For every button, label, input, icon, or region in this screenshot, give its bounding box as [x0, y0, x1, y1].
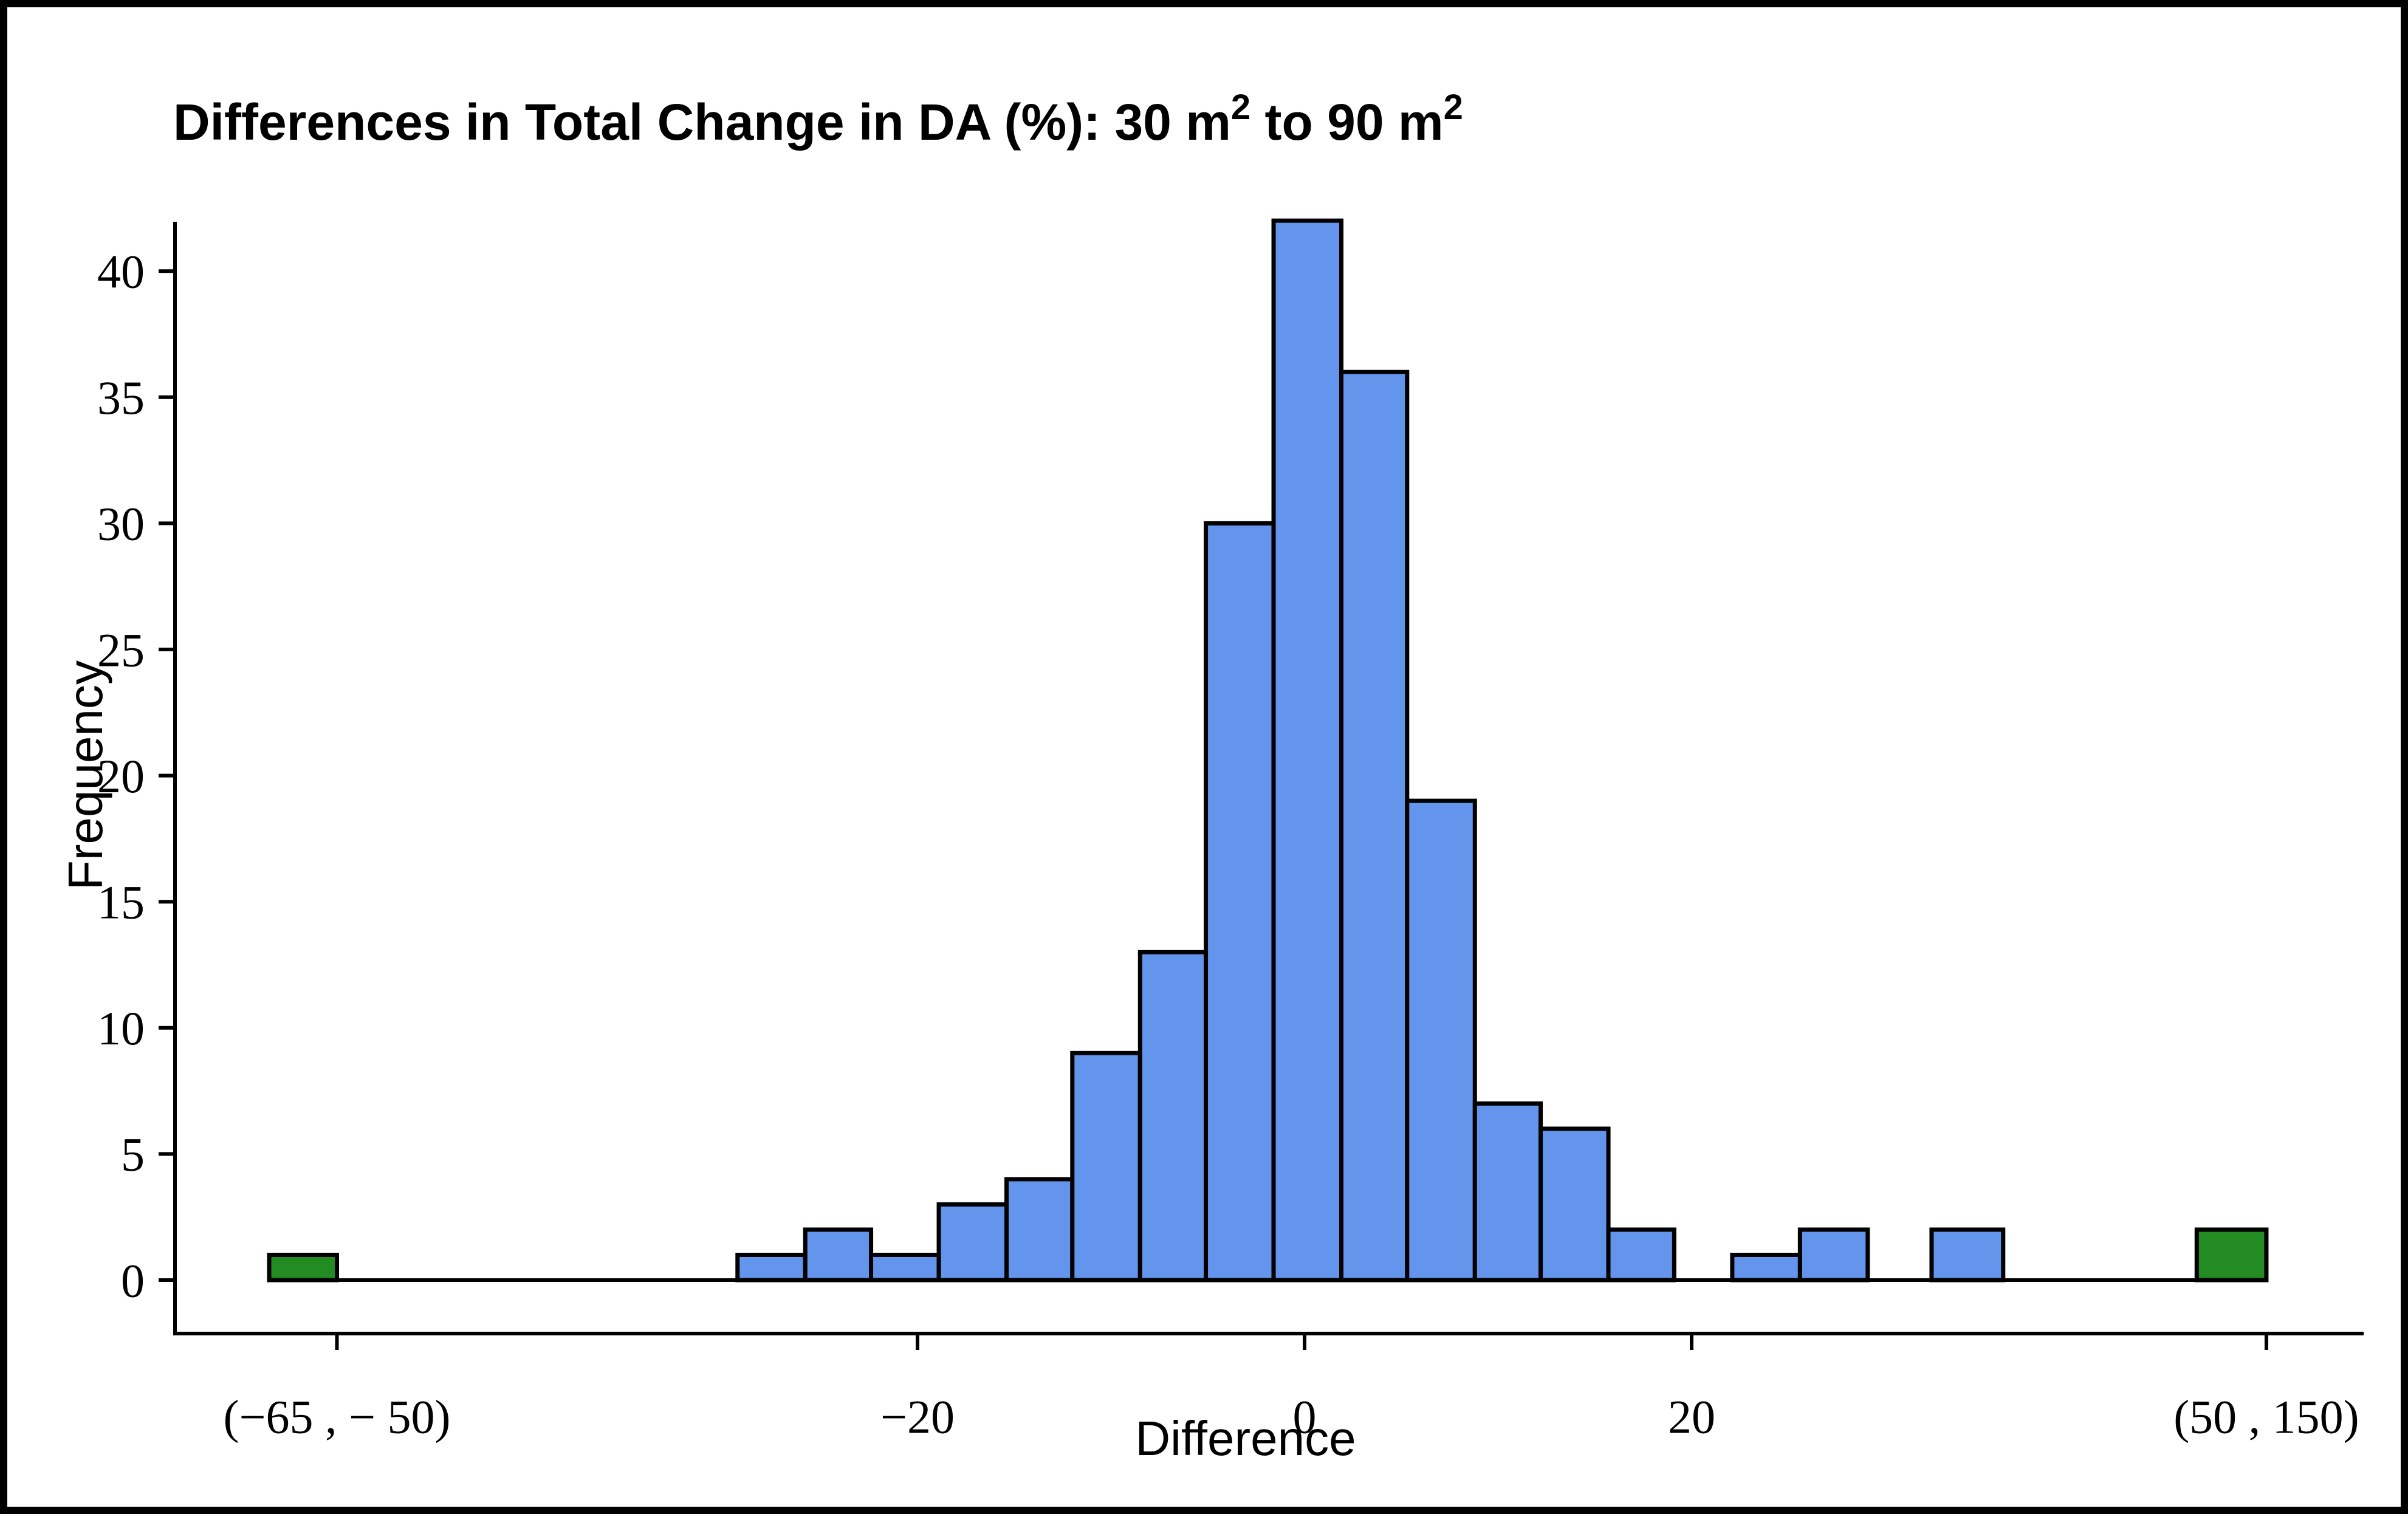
- chart-title: Differences in Total Change in DA (%): 3…: [173, 87, 1463, 151]
- x-tick-label: 20: [1668, 1391, 1715, 1444]
- overflow-bar: [2194, 1227, 2269, 1283]
- x-tick-label: (50 , 150): [2173, 1391, 2359, 1444]
- y-tick-label: 35: [97, 371, 145, 424]
- y-tick-label: 20: [97, 750, 145, 803]
- histogram-bar: [1137, 950, 1209, 1283]
- histogram-bar: [1070, 1050, 1142, 1283]
- histogram-bar: [1339, 369, 1410, 1283]
- histogram-bar: [1730, 1252, 1802, 1283]
- x-axis-title: Difference: [1135, 1411, 1356, 1465]
- histogram-bar: [1929, 1227, 2006, 1283]
- histogram-bar: [1472, 1101, 1543, 1283]
- overflow-bar: [267, 1252, 339, 1283]
- title-superscript: 2: [1444, 87, 1463, 127]
- x-tick-label: −20: [880, 1391, 955, 1444]
- y-axis-title: Frequency: [58, 660, 112, 890]
- histogram-bar: [1405, 798, 1477, 1283]
- histogram-bar: [1797, 1227, 1870, 1283]
- x-tick-label: (−65 , − 50): [224, 1391, 451, 1444]
- y-tick-label: 10: [97, 1002, 145, 1055]
- y-tick-label: 15: [97, 876, 145, 929]
- title-superscript: 2: [1231, 87, 1250, 127]
- y-tick-label: 5: [121, 1128, 145, 1181]
- histogram-bar: [1004, 1177, 1075, 1283]
- histogram-bar: [1271, 218, 1344, 1283]
- y-tick-label: 30: [97, 498, 145, 550]
- histogram-bar: [1606, 1227, 1676, 1283]
- y-tick-label: 0: [121, 1254, 145, 1307]
- x-tick-label: 0: [1293, 1391, 1317, 1444]
- histogram-bar: [1538, 1126, 1611, 1283]
- histogram-bar: [1204, 521, 1276, 1283]
- histogram-bar: [936, 1202, 1009, 1283]
- histogram-bar: [735, 1252, 808, 1283]
- title-segment: Differences in Total Change in DA (%): 3…: [173, 94, 1231, 151]
- title-segment: to 90 m: [1250, 94, 1443, 151]
- y-tick-label: 40: [97, 245, 145, 298]
- histogram-bar: [803, 1227, 874, 1283]
- y-tick-label: 25: [97, 623, 145, 676]
- histogram-bar: [869, 1252, 941, 1283]
